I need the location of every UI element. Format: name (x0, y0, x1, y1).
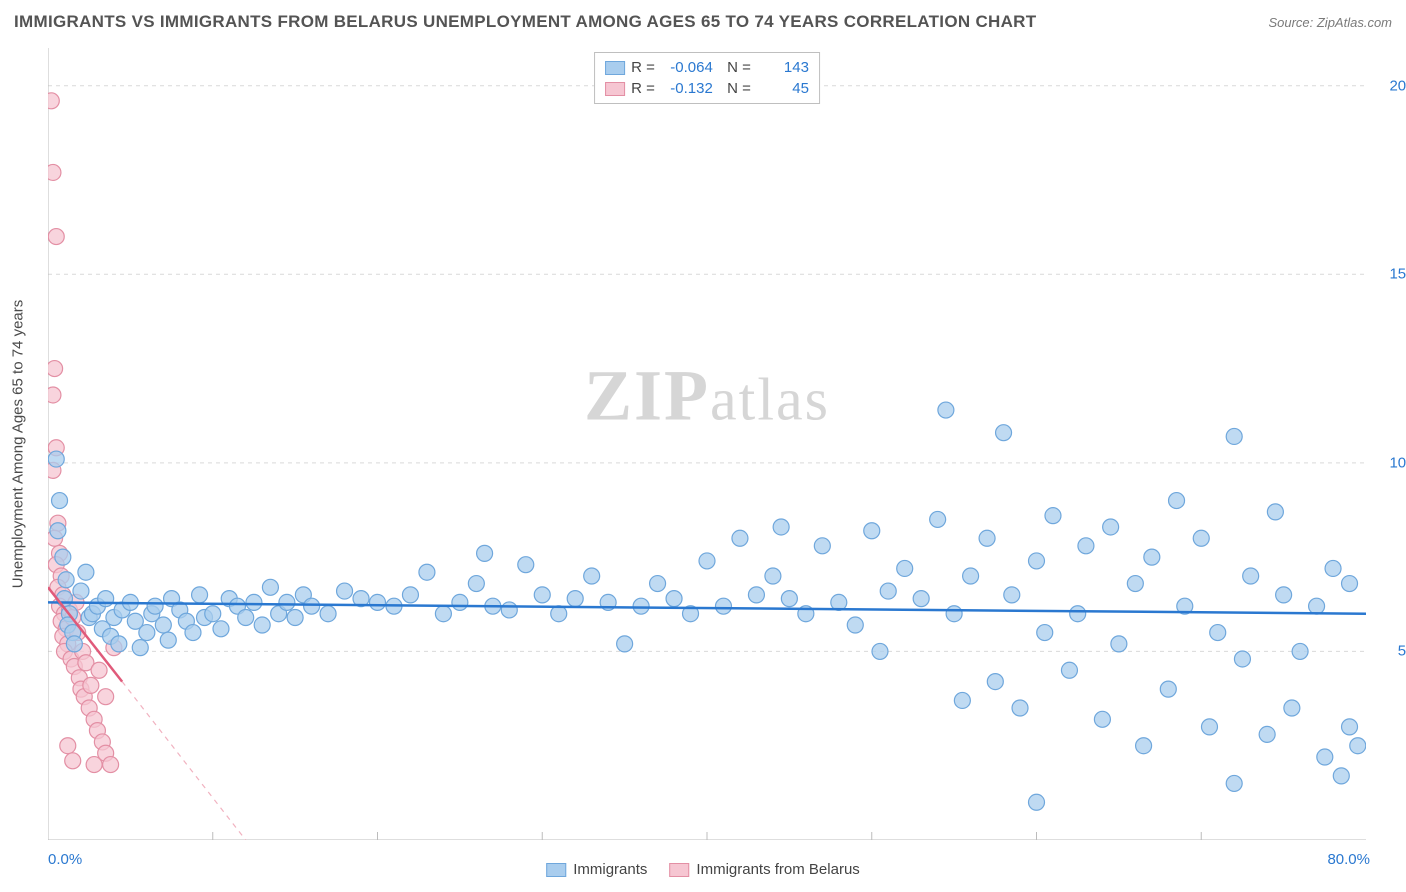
source-label: Source: ZipAtlas.com (1268, 15, 1392, 30)
stats-r-value: -0.132 (661, 78, 713, 99)
swatch-immigrants (605, 61, 625, 75)
stats-r-value: -0.064 (661, 57, 713, 78)
legend-item-immigrants: Immigrants (546, 861, 647, 878)
stats-legend: R = -0.064 N = 143 R = -0.132 N = 45 (594, 52, 820, 104)
swatch-belarus (605, 82, 625, 96)
scatter-plot-svg (48, 48, 1366, 840)
bottom-legend: Immigrants Immigrants from Belarus (546, 861, 860, 878)
x-tick-high: 80.0% (1327, 851, 1370, 868)
legend-label: Immigrants from Belarus (696, 861, 859, 878)
stats-n-label: N = (719, 57, 751, 78)
stats-r-label: R = (631, 57, 655, 78)
legend-label: Immigrants (573, 861, 647, 878)
chart-title: IMMIGRANTS VS IMMIGRANTS FROM BELARUS UN… (14, 12, 1036, 32)
plot-area: Unemployment Among Ages 65 to 74 years Z… (48, 48, 1366, 840)
legend-swatch-immigrants (546, 863, 566, 877)
y-tick-label: 20.0% (1389, 77, 1406, 94)
y-axis-label: Unemployment Among Ages 65 to 74 years (10, 300, 27, 589)
stats-n-value: 143 (757, 57, 809, 78)
y-tick-label: 15.0% (1389, 266, 1406, 283)
title-bar: IMMIGRANTS VS IMMIGRANTS FROM BELARUS UN… (14, 12, 1392, 32)
stats-r-label: R = (631, 78, 655, 99)
legend-item-belarus: Immigrants from Belarus (669, 861, 859, 878)
stats-row-belarus: R = -0.132 N = 45 (605, 78, 809, 99)
stats-n-label: N = (719, 78, 751, 99)
x-tick-low: 0.0% (48, 851, 82, 868)
stats-n-value: 45 (757, 78, 809, 99)
legend-swatch-belarus (669, 863, 689, 877)
y-tick-label: 5.0% (1398, 643, 1406, 660)
stats-row-immigrants: R = -0.064 N = 143 (605, 57, 809, 78)
y-tick-label: 10.0% (1389, 454, 1406, 471)
